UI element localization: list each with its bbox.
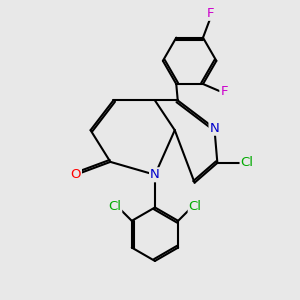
Text: F: F [220,85,228,98]
Text: Cl: Cl [189,200,202,213]
Text: O: O [70,168,81,181]
Text: F: F [206,7,214,20]
Text: Cl: Cl [108,200,121,213]
Text: N: N [150,168,160,181]
Text: Cl: Cl [241,156,254,170]
Text: N: N [209,122,219,135]
